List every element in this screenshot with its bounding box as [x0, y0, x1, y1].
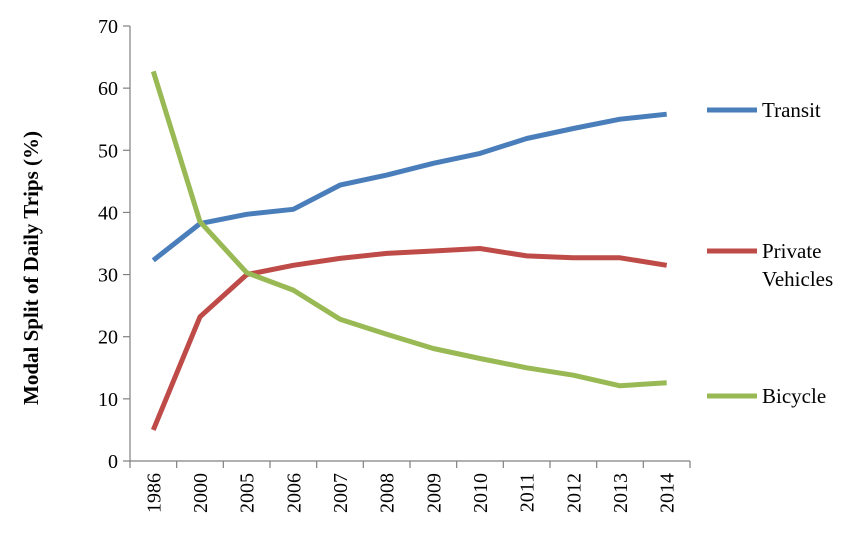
x-tick-label: 2000 — [190, 473, 212, 513]
y-tick-label: 40 — [98, 202, 118, 224]
series-group — [150, 70, 668, 431]
y-tick-label: 60 — [98, 78, 118, 100]
x-tick-label: 2011 — [517, 473, 539, 512]
x-tick-label: 2009 — [423, 473, 445, 513]
x-tick-label: 2014 — [657, 473, 679, 513]
x-tick-label: 2010 — [470, 473, 492, 513]
x-tick-label: 2013 — [610, 473, 632, 513]
x-tick-label: 1986 — [143, 473, 165, 513]
y-axis-ticks: 0 10 20 30 40 50 60 70 — [98, 16, 130, 473]
y-tick-label: 10 — [98, 389, 118, 411]
x-tick-label: 2006 — [283, 473, 305, 513]
y-tick-label: 0 — [108, 451, 118, 473]
legend-label-bicycle: Bicycle — [762, 384, 826, 408]
y-tick-label: 20 — [98, 327, 118, 349]
legend-label-private-vehicles: Private Vehicles — [762, 239, 833, 291]
x-tick-label: 2005 — [237, 473, 259, 513]
y-tick-label: 50 — [98, 140, 118, 162]
x-tick-label: 2007 — [330, 473, 352, 513]
series-line-bicycle — [150, 70, 667, 389]
y-tick-label: 70 — [98, 16, 118, 38]
x-tick-label: 2008 — [377, 473, 399, 513]
y-tick-label: 30 — [98, 265, 118, 287]
x-axis-ticks: 1986 2000 2005 2006 2007 2008 2009 2010 2011 2012… — [129, 461, 691, 513]
legend: Transit Private Vehicles Bicycle — [707, 98, 833, 408]
y-axis-title: Modal Split of Daily Trips (%) — [19, 131, 43, 405]
series-line-transit — [151, 111, 667, 263]
x-tick-label: 2012 — [563, 473, 585, 513]
legend-label-transit: Transit — [762, 98, 821, 122]
series-line-private-vehicles — [150, 246, 668, 431]
